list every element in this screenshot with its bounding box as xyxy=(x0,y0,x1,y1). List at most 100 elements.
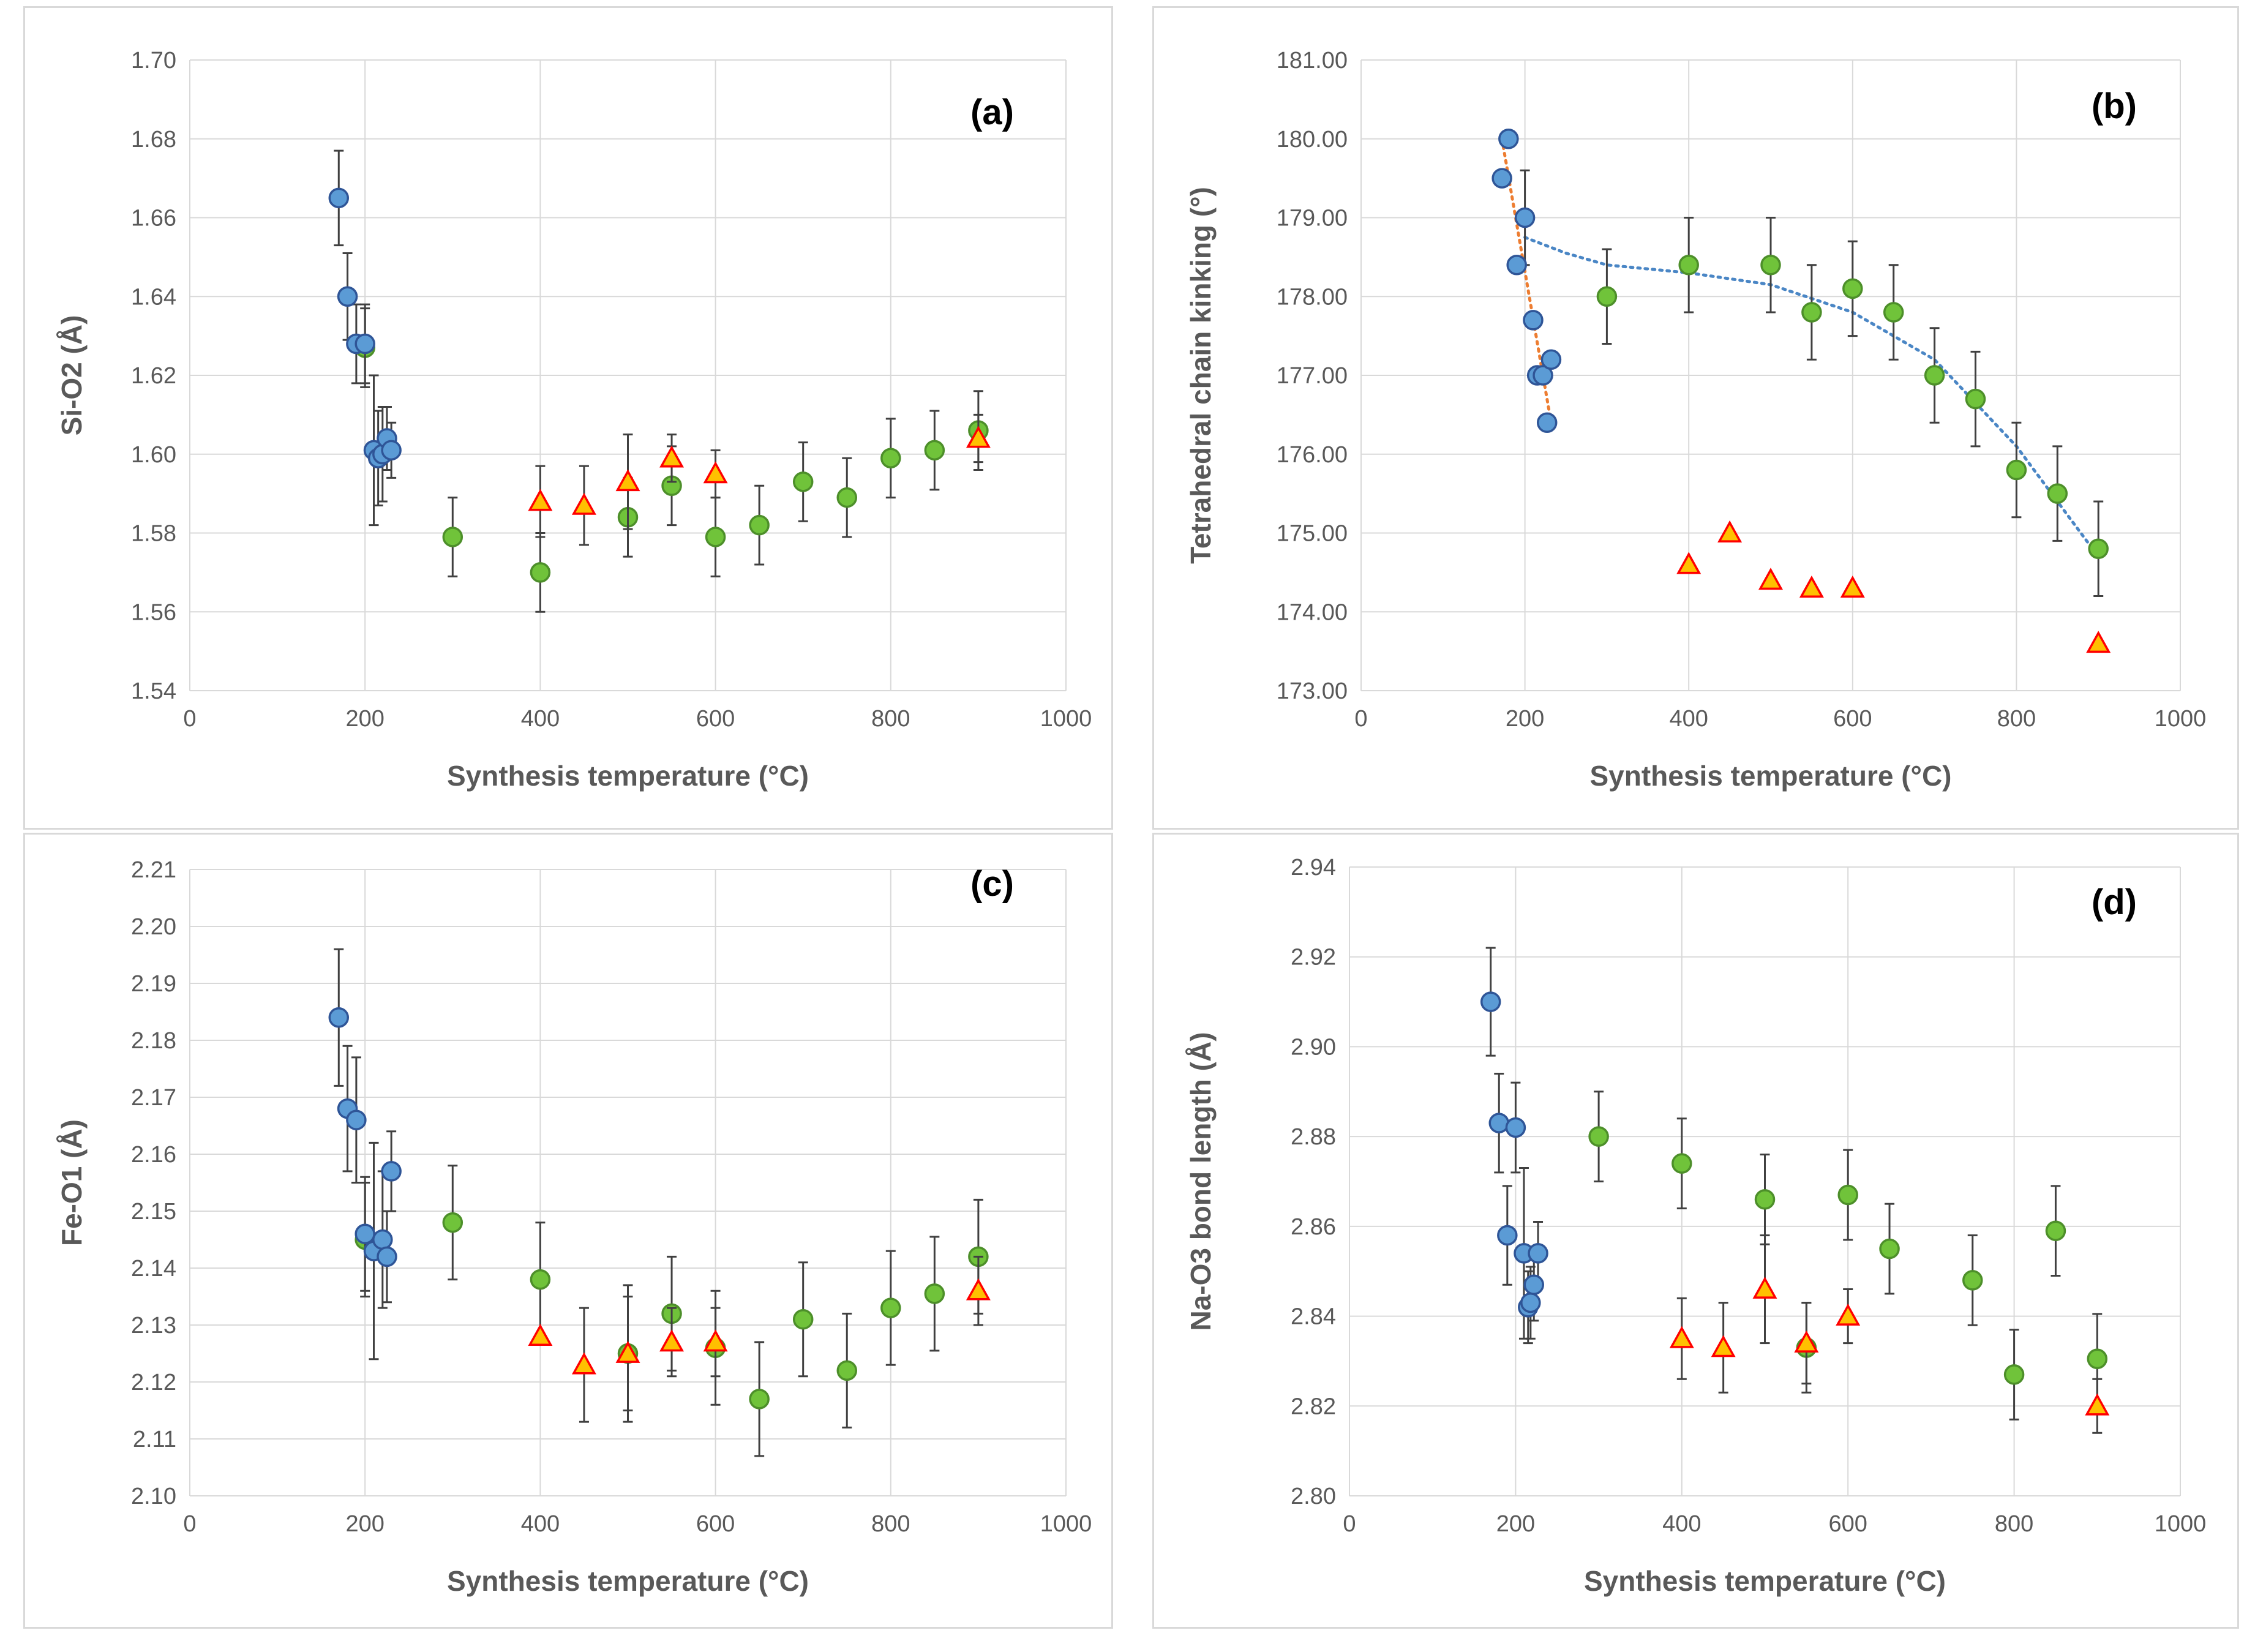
data-point-green xyxy=(2045,1220,2066,1241)
data-point-blue xyxy=(1533,365,1553,386)
y-tick-label: 2.88 xyxy=(1291,1124,1336,1150)
data-point-green xyxy=(1672,1153,1692,1174)
y-tick-label: 2.94 xyxy=(1291,855,1336,880)
data-point-green xyxy=(705,527,726,547)
data-point-red xyxy=(615,1340,640,1363)
x-tick-label: 200 xyxy=(1496,1511,1535,1537)
y-tick-label: 178.00 xyxy=(1277,284,1348,310)
data-point-green xyxy=(1596,286,1618,307)
x-tick-label: 800 xyxy=(1995,1511,2033,1537)
x-tick-label: 1000 xyxy=(1040,706,1092,732)
data-point-green xyxy=(836,1360,857,1381)
data-point-blue xyxy=(1506,255,1527,276)
data-point-blue xyxy=(1540,349,1562,370)
data-point-blue xyxy=(381,440,402,461)
data-point-blue xyxy=(1536,412,1558,433)
y-tick-label: 2.84 xyxy=(1291,1304,1336,1330)
y-tick-label: 1.66 xyxy=(131,206,176,231)
y-tick-label: 1.64 xyxy=(131,284,176,310)
data-point-red xyxy=(571,492,596,515)
data-point-green xyxy=(1965,388,1986,410)
y-tick-label: 177.00 xyxy=(1277,363,1348,389)
data-point-green xyxy=(924,1283,945,1304)
y-tick-label: 2.21 xyxy=(131,857,176,883)
data-point-red xyxy=(2086,631,2111,653)
data-point-blue xyxy=(328,1007,350,1028)
chart-panel-b: 0 200 400 600 800 1000 173.00 174.00 175.00 176.0… xyxy=(1152,6,2239,830)
data-point-red xyxy=(1752,1276,1777,1299)
data-point-blue xyxy=(1498,129,1519,149)
data-point-blue xyxy=(1528,1243,1548,1264)
x-axis-title: Synthesis temperature (°C) xyxy=(447,760,809,792)
y-tick-label: 2.12 xyxy=(131,1370,176,1395)
x-tick-label: 0 xyxy=(1343,1511,1356,1537)
x-tick-label: 600 xyxy=(696,706,735,732)
data-point-green xyxy=(530,1269,551,1290)
data-point-blue xyxy=(377,1246,397,1267)
x-tick-label: 800 xyxy=(871,1511,910,1537)
chart-b-svg: 0 200 400 600 800 1000 173.00 174.00 175.00 176.0… xyxy=(1185,48,2206,792)
x-axis-title: Synthesis temperature (°C) xyxy=(447,1565,809,1597)
data-point-green xyxy=(1962,1270,1983,1291)
data-point-green xyxy=(2006,459,2027,481)
x-tick-label: 600 xyxy=(1828,1511,1867,1537)
data-point-red xyxy=(1840,576,1865,598)
data-point-red xyxy=(659,1329,685,1352)
x-tick-label: 0 xyxy=(1354,706,1367,732)
data-point-blue xyxy=(1523,1274,1545,1295)
data-point-green xyxy=(880,1297,901,1318)
data-point-green xyxy=(836,487,857,508)
data-point-green xyxy=(1678,255,1699,276)
x-tick-label: 200 xyxy=(345,706,384,732)
data-point-blue xyxy=(1480,991,1501,1012)
y-tick-label: 2.13 xyxy=(131,1313,176,1338)
data-point-green xyxy=(1588,1126,1609,1147)
y-tick-label: 173.00 xyxy=(1277,678,1348,704)
data-point-blue xyxy=(372,1229,393,1250)
data-point-red xyxy=(1794,1330,1819,1353)
y-tick-label: 1.54 xyxy=(131,678,176,704)
y-tick-label: 2.82 xyxy=(1291,1394,1336,1419)
data-point-green xyxy=(792,1308,814,1330)
chart-c-svg: 0 200 400 600 800 1000 2.10 2.11 2.12 2.13 2.14 2.1… xyxy=(56,857,1092,1597)
x-tick-label: 400 xyxy=(1662,1511,1701,1537)
data-point-green xyxy=(749,1389,770,1410)
chart-a-svg: 0 200 400 600 800 1000 1.54 1.56 1.58 1.60 1.62 1.6… xyxy=(56,48,1092,792)
y-tick-label: 176.00 xyxy=(1277,442,1348,468)
y-axis-title: Fe-O1 (Å) xyxy=(56,1119,88,1246)
y-tick-label: 2.10 xyxy=(131,1484,176,1509)
data-point-red xyxy=(528,1323,553,1346)
y-tick-label: 174.00 xyxy=(1277,599,1348,625)
data-point-green xyxy=(1760,255,1781,276)
data-point-green xyxy=(2088,538,2109,559)
x-axis-title: Synthesis temperature (°C) xyxy=(1584,1565,1946,1597)
x-tick-label: 400 xyxy=(521,706,560,732)
data-point-red xyxy=(703,461,728,484)
x-tick-label: 200 xyxy=(1506,706,1544,732)
data-point-red xyxy=(659,445,685,468)
data-point-green xyxy=(2003,1364,2025,1385)
chart-panel-c: 0 200 400 600 800 1000 2.10 2.11 2.12 2.13 2.14 2.1… xyxy=(23,833,1113,1629)
data-point-red xyxy=(2085,1393,2110,1416)
x-tick-label: 0 xyxy=(183,1511,196,1537)
x-tick-label: 400 xyxy=(1669,706,1708,732)
chart-panel-a: 0 200 400 600 800 1000 1.54 1.56 1.58 1.60 1.62 1.6… xyxy=(23,6,1113,830)
y-tick-label: 1.68 xyxy=(131,127,176,152)
x-tick-label: 800 xyxy=(1997,706,2036,732)
data-point-blue xyxy=(1488,1113,1510,1133)
y-tick-label: 2.15 xyxy=(131,1199,176,1225)
y-tick-label: 2.18 xyxy=(131,1028,176,1054)
data-point-green xyxy=(1842,278,1863,299)
chart-panel-d: 0 200 400 600 800 1000 2.80 2.82 2.84 2.86 2.88 2.9… xyxy=(1152,833,2239,1629)
data-point-blue xyxy=(1514,207,1536,228)
panel-label: (a) xyxy=(970,92,1014,132)
y-tick-label: 1.58 xyxy=(131,521,176,547)
data-point-red xyxy=(1669,1326,1694,1348)
x-tick-label: 0 xyxy=(183,706,196,732)
y-tick-label: 2.11 xyxy=(133,1427,176,1452)
chart-d-svg: 0 200 400 600 800 1000 2.80 2.82 2.84 2.86 2.88 2.9… xyxy=(1185,855,2206,1597)
y-tick-label: 2.16 xyxy=(131,1142,176,1168)
data-point-green xyxy=(530,562,551,583)
data-point-blue xyxy=(1505,1117,1526,1138)
data-point-red xyxy=(966,426,991,448)
